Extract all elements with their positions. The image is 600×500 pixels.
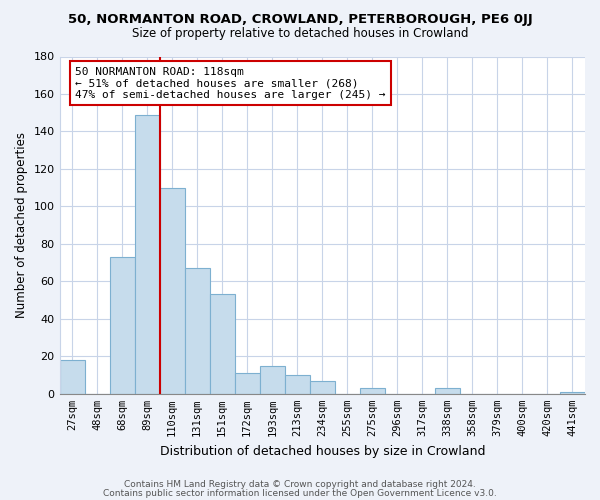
Text: Contains HM Land Registry data © Crown copyright and database right 2024.: Contains HM Land Registry data © Crown c… — [124, 480, 476, 489]
Bar — [160, 188, 185, 394]
X-axis label: Distribution of detached houses by size in Crowland: Distribution of detached houses by size … — [160, 444, 485, 458]
Bar — [185, 268, 209, 394]
Bar — [360, 388, 385, 394]
Y-axis label: Number of detached properties: Number of detached properties — [15, 132, 28, 318]
Bar — [260, 366, 285, 394]
Bar — [59, 360, 85, 394]
Bar — [310, 380, 335, 394]
Bar — [134, 114, 160, 394]
Bar — [285, 375, 310, 394]
Bar — [209, 294, 235, 394]
Bar — [110, 257, 134, 394]
Text: 50 NORMANTON ROAD: 118sqm
← 51% of detached houses are smaller (268)
47% of semi: 50 NORMANTON ROAD: 118sqm ← 51% of detac… — [76, 66, 386, 100]
Text: Size of property relative to detached houses in Crowland: Size of property relative to detached ho… — [132, 28, 468, 40]
Text: Contains public sector information licensed under the Open Government Licence v3: Contains public sector information licen… — [103, 488, 497, 498]
Text: 50, NORMANTON ROAD, CROWLAND, PETERBOROUGH, PE6 0JJ: 50, NORMANTON ROAD, CROWLAND, PETERBOROU… — [68, 12, 532, 26]
Bar — [235, 373, 260, 394]
Bar — [560, 392, 585, 394]
Bar — [435, 388, 460, 394]
